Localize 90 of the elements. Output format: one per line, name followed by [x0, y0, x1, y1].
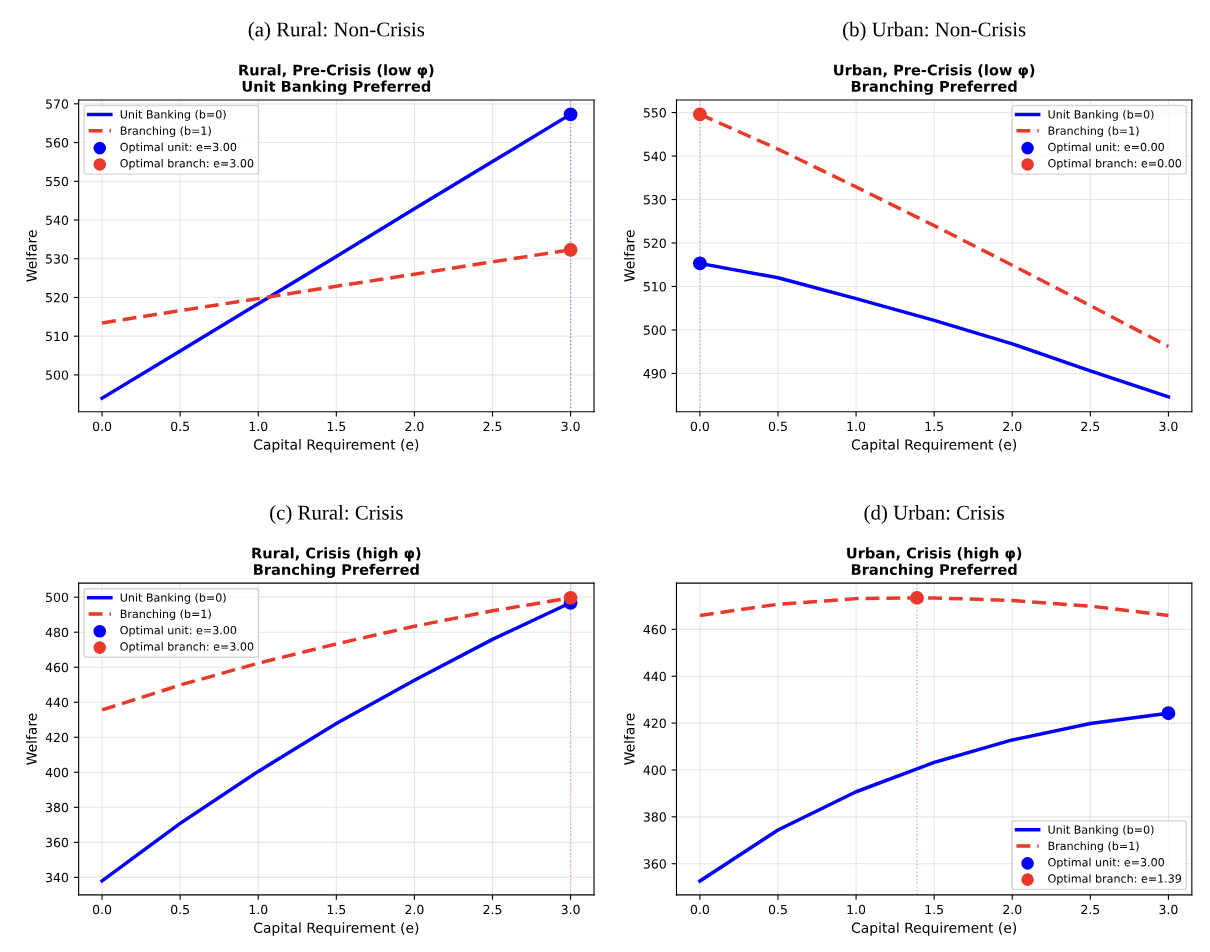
x-tick-label: 3.0: [1159, 904, 1178, 915]
x-tick-label: 2.0: [405, 421, 424, 432]
x-tick-label: 0.5: [171, 904, 190, 915]
y-tick-label: 500: [46, 592, 69, 603]
legend-label: Branching (b=1): [120, 609, 211, 621]
y-tick-label: 510: [46, 331, 69, 342]
y-tick-label: 520: [643, 238, 666, 248]
chart-subtitle: (d) Urban: Crisis: [864, 505, 1004, 524]
x-tick-label: 1.5: [327, 904, 346, 915]
y-tick-label: 420: [643, 718, 666, 728]
x-tick-label: 0.0: [690, 421, 710, 432]
chart-subtitle: (a) Rural: Non-Crisis: [248, 21, 425, 41]
y-axis-title: Welfare: [26, 713, 37, 765]
legend-label: Branching (b=1): [1048, 841, 1139, 853]
y-tick-label: 340: [46, 872, 69, 883]
chart-title: Rural, Pre-Crisis (low φ) Unit Banking Preferred: [239, 64, 434, 95]
y-tick-label: 360: [643, 859, 666, 869]
y-tick-label: 560: [46, 138, 69, 148]
y-axis-title: Welfare: [623, 230, 635, 282]
x-tick-label: 1.0: [847, 904, 866, 915]
x-tick-label: 2.0: [405, 904, 424, 915]
x-tick-label: 2.5: [1081, 904, 1100, 915]
x-tick-label: 1.0: [847, 421, 866, 432]
y-tick-label: 380: [643, 812, 666, 822]
x-tick-label: 3.0: [561, 904, 580, 915]
x-tick-label: 0.0: [92, 904, 112, 915]
x-tick-label: 2.5: [483, 421, 502, 432]
x-tick-label: 1.5: [925, 904, 944, 915]
x-tick-label: 1.0: [249, 421, 268, 432]
legend-label: Unit Banking (b=0): [1048, 825, 1154, 836]
y-tick-label: 440: [643, 671, 666, 682]
chart-title: Urban, Pre-Crisis (low φ) Branching Preferred: [834, 64, 1035, 95]
y-tick-label: 480: [45, 627, 69, 638]
y-tick-label: 530: [46, 254, 69, 264]
x-axis-title: Capital Requirement (e): [254, 922, 419, 936]
chart-title: Rural, Crisis (high φ) Branching Preferred: [252, 547, 421, 578]
legend-label: Optimal unit: e=3.00: [1048, 857, 1165, 869]
y-tick-label: 550: [46, 176, 69, 187]
y-tick-label: 540: [643, 151, 666, 161]
y-tick-label: 490: [643, 368, 666, 379]
legend-label: Unit Banking (b=0): [120, 593, 226, 604]
y-tick-label: 460: [643, 624, 666, 635]
legend-label: Branching (b=1): [1048, 126, 1139, 138]
x-tick-label: 1.5: [925, 421, 944, 432]
x-tick-label: 0.0: [690, 904, 710, 915]
x-tick-label: 3.0: [561, 421, 580, 432]
legend-label: Optimal branch: e=3.00: [120, 642, 254, 653]
y-tick-label: 500: [46, 370, 69, 380]
x-tick-label: 2.5: [483, 904, 502, 915]
chart-title: Urban, Crisis (high φ) Branching Preferred: [847, 547, 1022, 578]
chart-subtitle: (c) Rural: Crisis: [270, 505, 403, 524]
legend-label: Optimal branch: e=3.00: [120, 158, 254, 170]
x-axis-title: Capital Requirement (e): [851, 439, 1017, 453]
y-tick-label: 400: [45, 767, 69, 778]
y-tick-label: 360: [46, 837, 69, 848]
y-tick-label: 550: [643, 108, 666, 118]
y-tick-label: 440: [45, 697, 69, 708]
legend-label: Unit Banking (b=0): [1048, 109, 1154, 121]
x-tick-label: 0.5: [768, 421, 787, 432]
legend-label: Branching (b=1): [120, 126, 211, 138]
legend-label: Optimal unit: e=3.00: [120, 142, 237, 154]
y-tick-label: 520: [46, 292, 69, 303]
x-tick-label: 0.0: [92, 421, 112, 432]
x-tick-label: 3.0: [1159, 421, 1178, 432]
y-tick-label: 380: [46, 802, 69, 813]
y-tick-label: 400: [643, 765, 666, 775]
y-tick-label: 510: [643, 281, 666, 292]
x-tick-label: 0.5: [171, 421, 190, 432]
y-tick-label: 530: [643, 195, 666, 205]
x-tick-label: 1.5: [327, 421, 346, 432]
x-tick-label: 2.5: [1081, 421, 1100, 432]
y-tick-label: 500: [643, 325, 666, 335]
legend-label: Optimal branch: e=0.00: [1048, 158, 1182, 170]
chart-subtitle: (b) Urban: Non-Crisis: [843, 21, 1026, 41]
x-tick-label: 1.0: [249, 904, 268, 915]
x-tick-label: 2.0: [1003, 904, 1022, 915]
legend-label: Optimal unit: e=3.00: [120, 625, 237, 637]
y-tick-label: 460: [45, 662, 69, 673]
x-tick-label: 2.0: [1003, 421, 1022, 432]
y-tick-label: 420: [45, 732, 69, 743]
x-tick-label: 0.5: [768, 904, 787, 915]
y-tick-label: 540: [46, 215, 69, 225]
legend-label: Optimal branch: e=1.39: [1048, 874, 1182, 885]
x-axis-title: Capital Requirement (e): [851, 922, 1017, 936]
x-axis-title: Capital Requirement (e): [254, 439, 419, 453]
y-tick-label: 570: [46, 99, 69, 109]
y-axis-title: Welfare: [623, 713, 635, 765]
legend-label: Unit Banking (b=0): [120, 109, 226, 121]
legend-label: Optimal unit: e=0.00: [1048, 142, 1165, 154]
y-axis-title: Welfare: [26, 230, 37, 282]
